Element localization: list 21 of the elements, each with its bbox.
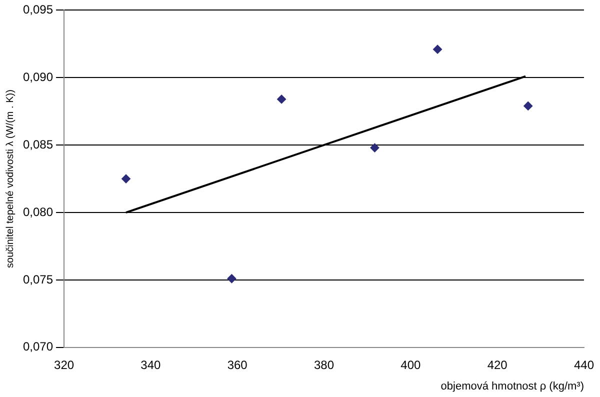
x-tick-label: 420 — [487, 358, 508, 372]
point — [370, 143, 380, 152]
x-tick-label: 440 — [574, 358, 594, 372]
y-tick-label: 0,070 — [23, 340, 54, 354]
x-tick-label: 380 — [314, 358, 334, 372]
point — [524, 101, 533, 110]
x-axis-title: objemová hmotnost ρ (kg/m³) — [440, 380, 584, 392]
x-tick-label: 360 — [227, 358, 248, 372]
point — [121, 174, 130, 184]
y-axis-title: součinitel tepelné vodivosti λ (W/(m . K)) — [4, 90, 16, 268]
x-tick-label: 320 — [54, 358, 74, 372]
y-tick-label: 0,075 — [23, 272, 54, 286]
point — [227, 274, 236, 284]
y-tick-label: 0,080 — [23, 204, 54, 219]
y-tick-label: 0,085 — [23, 137, 54, 152]
point — [277, 94, 286, 104]
point — [433, 44, 442, 54]
x-tick-label: 400 — [400, 358, 422, 372]
x-tick-label: 340 — [140, 358, 162, 372]
y-tick-label: 0,095 — [23, 2, 54, 17]
y-tick-label: 0,090 — [23, 70, 54, 84]
